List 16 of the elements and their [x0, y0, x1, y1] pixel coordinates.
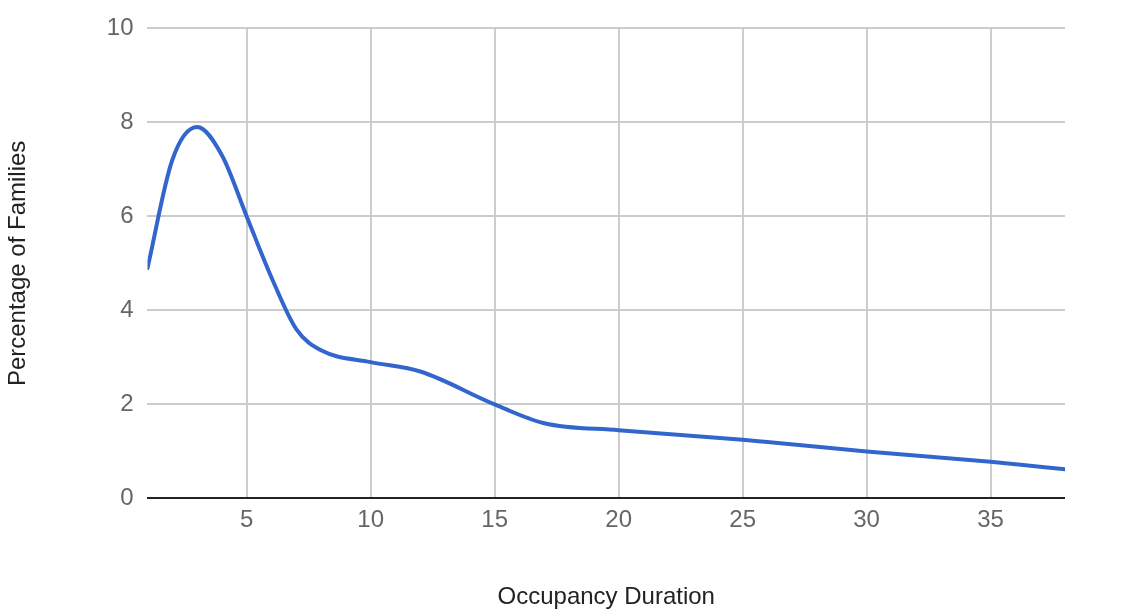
y-axis-title: Percentage of Families	[3, 140, 31, 387]
y-tick-label: 8	[120, 107, 134, 135]
y-tick-label: 4	[120, 295, 134, 323]
x-tick-label: 35	[977, 505, 1004, 533]
x-tick-label: 5	[240, 505, 254, 533]
x-tick-label: 20	[605, 505, 632, 533]
y-tick-label: 0	[120, 483, 134, 511]
x-tick-label: 25	[729, 505, 756, 533]
x-tick-label: 15	[481, 505, 509, 533]
x-tick-label: 30	[853, 505, 880, 533]
y-tick-label: 10	[106, 13, 134, 41]
x-axis-title: Occupancy Duration	[497, 582, 715, 610]
line-series	[147, 125, 1065, 472]
y-tick-label: 6	[120, 201, 134, 229]
y-tick-label: 2	[120, 389, 134, 417]
x-tick-label: 10	[357, 505, 385, 533]
